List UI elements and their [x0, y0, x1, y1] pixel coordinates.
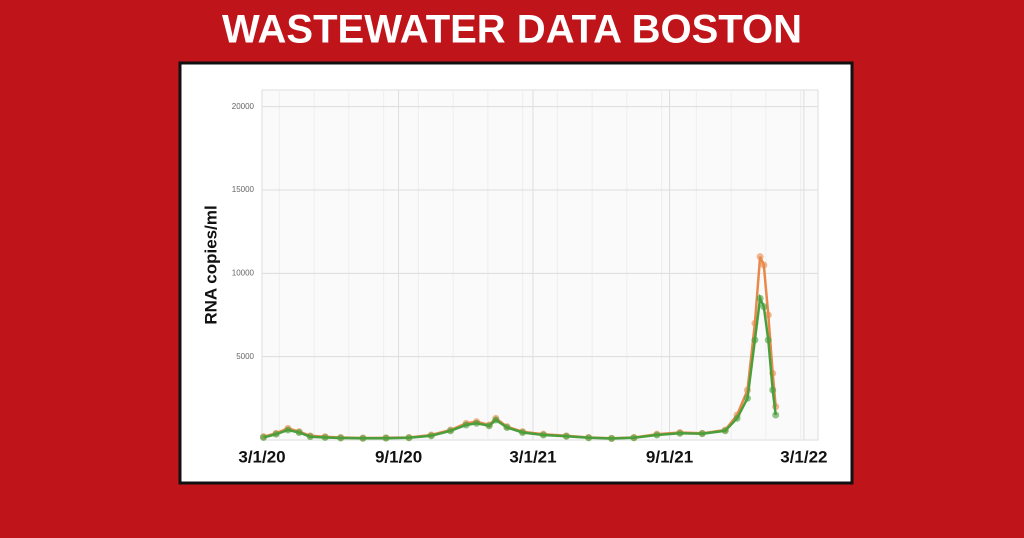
x-tick-label: 3/1/22 [780, 447, 827, 466]
y-tick-label: 15000 [232, 185, 255, 194]
chart-title: WASTEWATER DATA BOSTON [222, 8, 802, 52]
plot-area [261, 89, 819, 441]
series-line [263, 293, 777, 440]
data-point [259, 434, 267, 441]
y-tick-label: 5000 [236, 352, 254, 361]
x-tick-label: 9/1/21 [646, 447, 693, 466]
y-axis-label: RNA copies/ml [201, 205, 220, 324]
x-tick-label: 9/1/20 [375, 447, 422, 466]
y-tick-label: 10000 [232, 268, 255, 277]
y-tick-label: 20000 [232, 102, 255, 111]
x-tick-label: 3/1/20 [238, 447, 285, 466]
x-tick-label: 3/1/21 [509, 447, 556, 466]
